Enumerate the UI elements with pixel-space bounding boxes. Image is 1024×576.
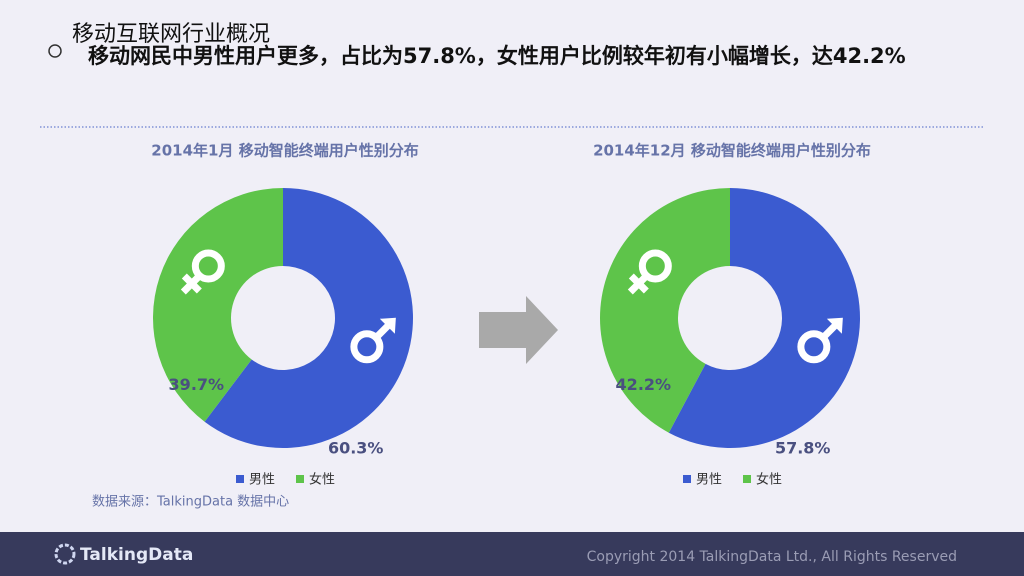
donut-segment [152,188,283,422]
legend-label: 男性 [249,473,275,488]
copyright: Copyright 2014 TalkingData Ltd., All Rig… [587,549,957,565]
data-label: 39.7% [169,375,225,394]
bullet [48,44,62,58]
legend-swatch [743,475,751,483]
arrow [479,296,558,364]
icon-ring [191,249,225,283]
female-icon [627,249,672,295]
icon-ring [797,330,831,364]
donut-segment [204,188,413,448]
legend-label: 女性 [756,472,782,488]
icon-head [826,317,843,334]
donut-segment [668,188,860,448]
donut-segment [600,188,730,433]
footer-bar [0,532,1024,576]
icon-head [379,317,396,334]
legend-swatch [683,475,691,483]
legend-swatch [236,475,244,483]
logo-icon [54,543,76,565]
chart-title: 2014年1月 移动智能终端用户性别分布 [151,142,418,160]
data-label: 42.2% [616,375,672,394]
chart-title: 2014年12月 移动智能终端用户性别分布 [593,142,871,160]
slide-title: 移动互联网行业概况 [72,22,270,47]
data-label: 60.3% [328,439,384,458]
logo-mark [54,543,76,565]
icon-ring [638,249,672,283]
female-icon [180,249,225,295]
male-icon [797,317,843,364]
source-note: 数据来源：TalkingData 数据中心 [92,495,289,510]
legend-swatch [296,475,304,483]
icon-stroke [628,273,649,294]
data-label: 57.8% [775,439,831,458]
legend-label: 男性 [696,473,722,488]
legend-label: 女性 [309,472,335,488]
male-icon [350,317,396,364]
logo-text: TalkingData [80,545,193,565]
icon-ring [350,330,384,364]
slide-subtitle: 移动网民中男性用户更多，占比为57.8%，女性用户比例较年初有小幅增长，达42.… [88,44,906,68]
icon-stroke [181,273,202,294]
